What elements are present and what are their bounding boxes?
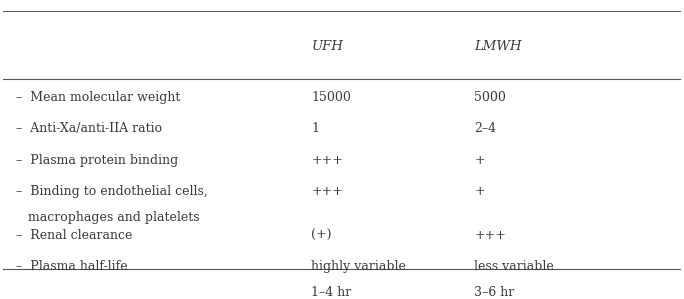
Text: –  Mean molecular weight: – Mean molecular weight [16, 91, 181, 104]
Text: –  Plasma half-life: – Plasma half-life [16, 260, 128, 273]
Text: highly variable: highly variable [311, 260, 406, 273]
Text: 15000: 15000 [311, 91, 352, 104]
Text: +: + [474, 154, 485, 167]
Text: +: + [474, 185, 485, 198]
Text: +++: +++ [311, 154, 343, 167]
Text: LMWH: LMWH [474, 40, 522, 53]
Text: 5000: 5000 [474, 91, 506, 104]
Text: (+): (+) [311, 229, 332, 242]
Text: 1–4 hr: 1–4 hr [311, 286, 352, 299]
Text: –  Renal clearance: – Renal clearance [16, 229, 133, 242]
Text: –  Anti-Xa/anti-IIA ratio: – Anti-Xa/anti-IIA ratio [16, 123, 163, 135]
Text: macrophages and platelets: macrophages and platelets [16, 211, 200, 224]
Text: 1: 1 [311, 123, 319, 135]
Text: –  Plasma protein binding: – Plasma protein binding [16, 154, 179, 167]
Text: UFH: UFH [311, 40, 343, 53]
Text: less variable: less variable [474, 260, 554, 273]
Text: –  Binding to endothelial cells,: – Binding to endothelial cells, [16, 185, 208, 198]
Text: +++: +++ [311, 185, 343, 198]
Text: 3–6 hr: 3–6 hr [474, 286, 514, 299]
Text: +++: +++ [474, 229, 506, 242]
Text: 2–4: 2–4 [474, 123, 497, 135]
